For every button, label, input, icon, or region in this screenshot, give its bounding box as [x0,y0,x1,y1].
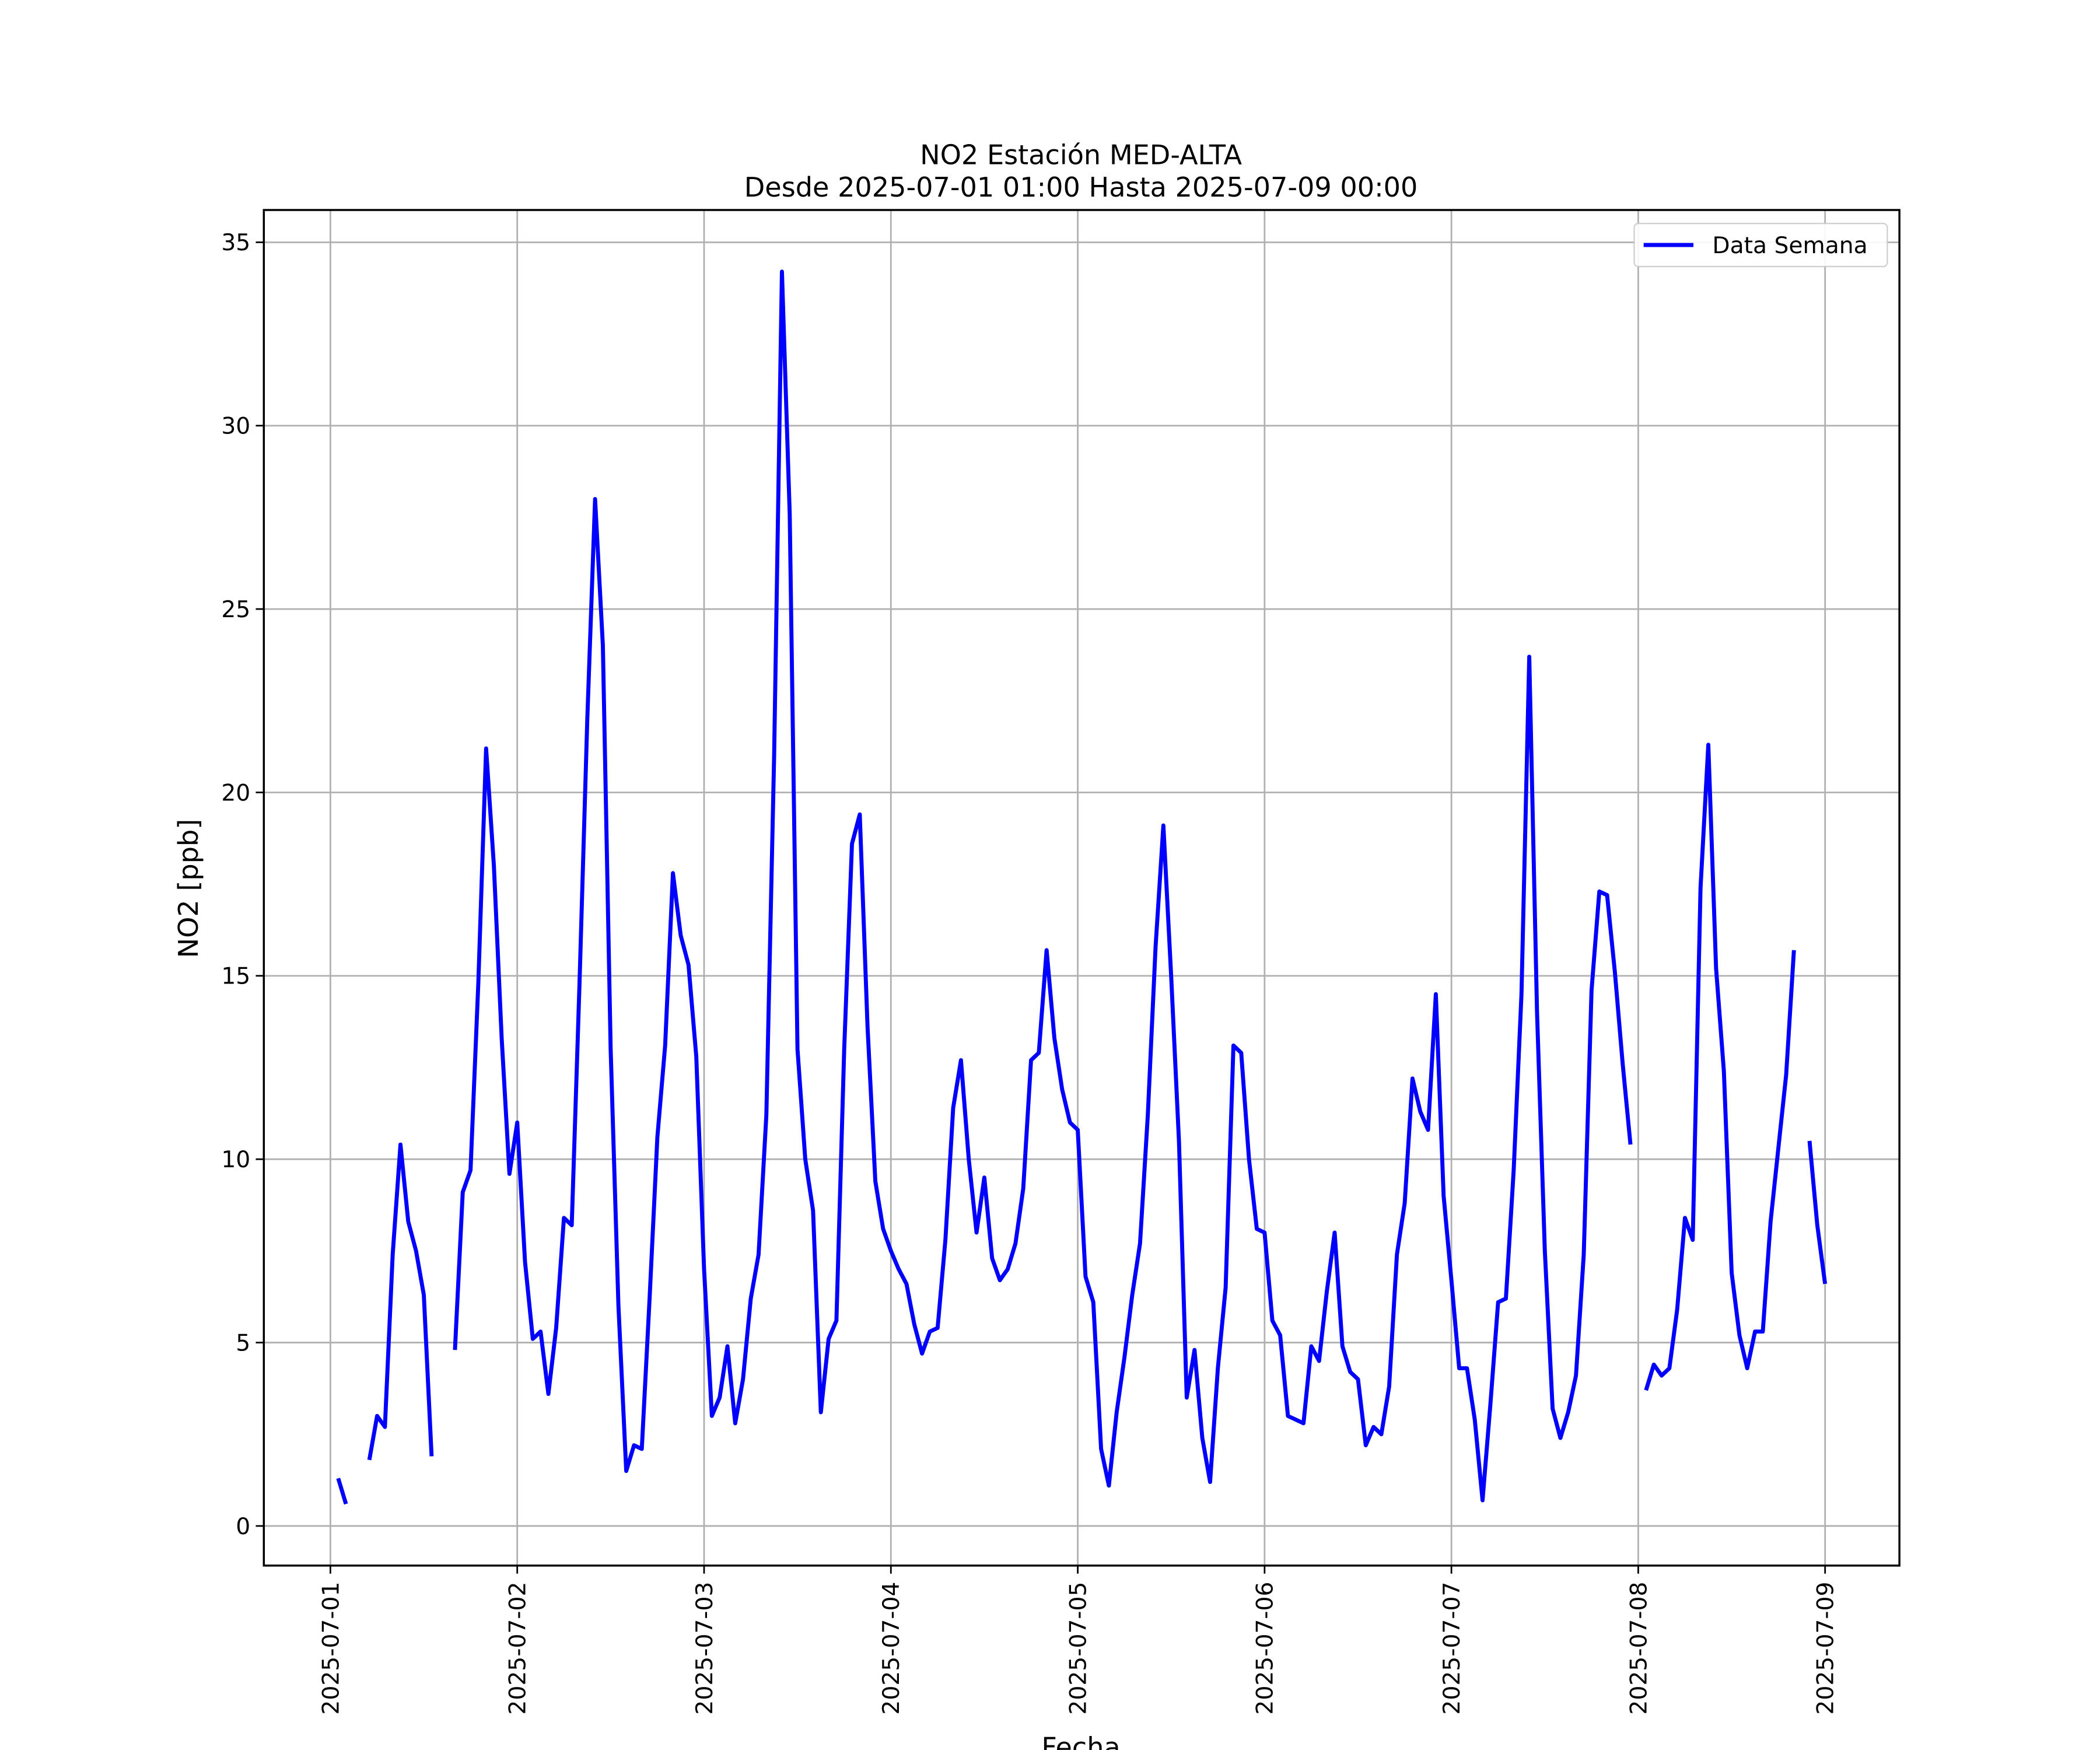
x-axis-label: Fecha [1041,1732,1120,1750]
x-tick-label: 2025-07-06 [1252,1582,1279,1715]
axes-frame [262,209,1901,1567]
grid [264,209,1900,1566]
y-tick-label: 30 [221,414,250,440]
y-tick-label: 15 [221,964,250,990]
x-tick-label: 2025-07-01 [318,1582,344,1715]
ticks: 0 5 10 15 20 25 30 35 2025-07-01 2025-07-02 2025-0… [221,230,1839,1714]
y-tick-label: 35 [221,230,250,256]
y-tick-label: 20 [221,780,250,806]
x-tick-label: 2025-07-04 [878,1582,905,1715]
legend-box [1633,222,1888,268]
data-line [336,270,1828,1505]
x-tick-label: 2025-07-03 [692,1582,718,1715]
legend-label: Data Semana [1712,233,1867,259]
x-tick-label: 2025-07-08 [1626,1582,1652,1715]
y-tick-label: 0 [236,1514,250,1540]
y-tick-label: 10 [221,1147,250,1173]
x-tick-label: 2025-07-09 [1813,1582,1839,1715]
x-tick-label: 2025-07-07 [1439,1582,1465,1715]
x-tick-label: 2025-07-02 [505,1582,531,1715]
chart-title: NO2 Estación MED-ALTA [920,139,1242,171]
y-tick-label: 5 [236,1330,250,1356]
y-tick-label: 25 [221,597,250,623]
x-tick-label: 2025-07-05 [1065,1582,1091,1715]
chart-subtitle: Desde 2025-07-01 01:00 Hasta 2025-07-09 … [744,172,1418,203]
plot-area [336,270,1828,1505]
legend: Data Semana [1633,222,1888,268]
y-axis-label: NO2 [ppb] [173,819,204,958]
